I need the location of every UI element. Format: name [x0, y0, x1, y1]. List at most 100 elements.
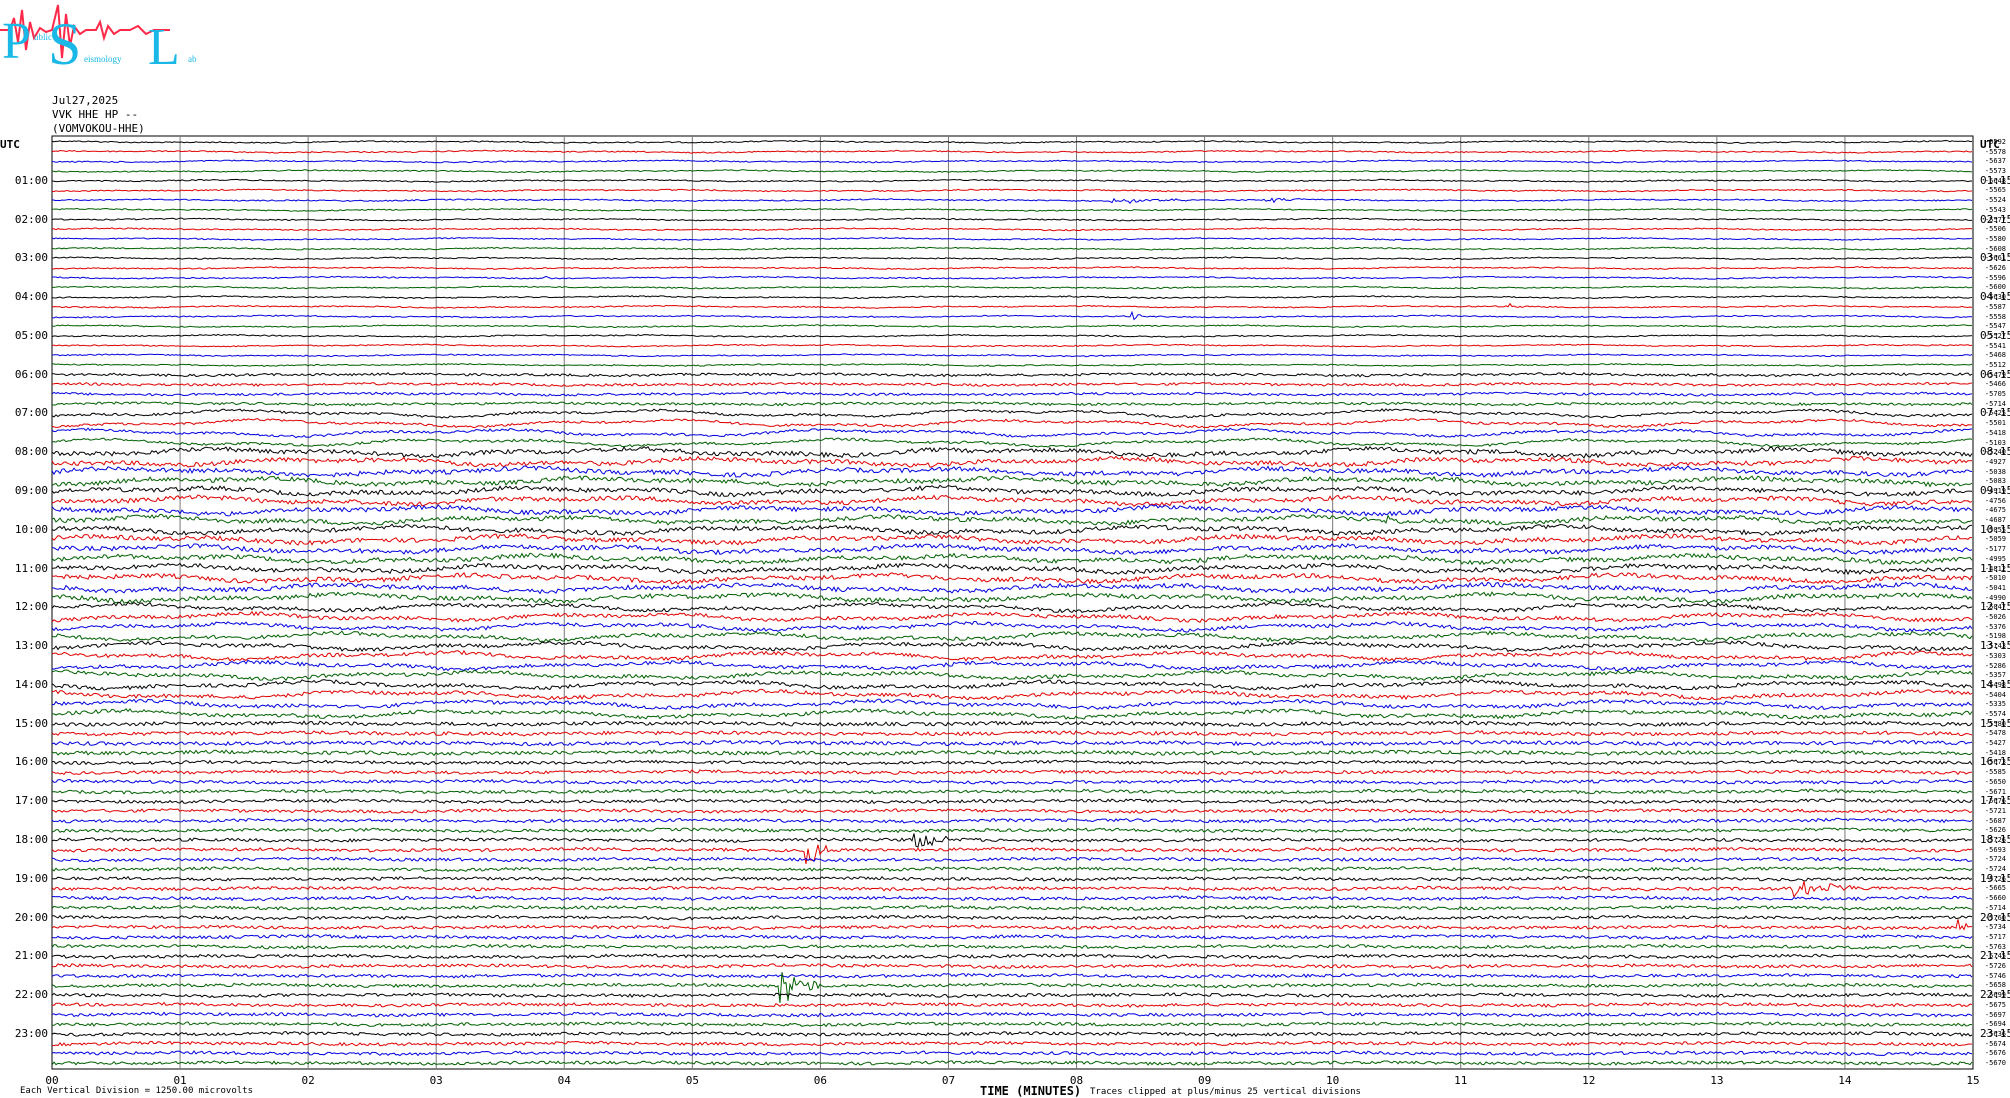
trace-line — [51, 465, 1973, 478]
hour-label-right: 09:15 — [1980, 484, 2010, 497]
trace-line — [51, 875, 1973, 882]
hour-label-left: 19:00 — [14, 871, 48, 885]
trace-mean-value: -5674 — [1984, 1039, 2006, 1048]
trace-mean-value: -5714 — [1984, 903, 2006, 912]
logo-seismogram-icon — [0, 4, 170, 59]
trace-mean-value: -5418 — [1984, 748, 2006, 757]
trace-line — [51, 343, 1973, 348]
trace-line — [51, 1021, 1973, 1028]
trace-line — [51, 149, 1973, 154]
x-tick-label: 14 — [1838, 1074, 1852, 1087]
hour-label-right: 08:15 — [1980, 445, 2010, 459]
trace-line — [51, 708, 1973, 720]
trace-line — [51, 381, 1973, 387]
trace-line — [51, 572, 1973, 585]
trace-line — [51, 601, 1973, 614]
hour-label-left: 11:00 — [14, 561, 48, 575]
trace-mean-value: -5498 — [1984, 680, 2006, 689]
trace-mean-value: -5558 — [1984, 312, 2006, 321]
trace-mean-value: -5687 — [1984, 816, 2006, 825]
header-station-name: (VOMVOKOU-HHE) — [52, 122, 145, 135]
trace-mean-value: -5745 — [1984, 952, 2006, 961]
trace-line — [51, 827, 1973, 834]
trace-line — [51, 798, 1973, 805]
hour-label-right: 04:15 — [1980, 290, 2010, 304]
trace-mean-value: -5580 — [1984, 234, 2006, 243]
trace-line — [51, 227, 1973, 232]
x-tick-label: 13 — [1710, 1074, 1724, 1087]
x-tick-label: 04 — [557, 1074, 571, 1087]
logo-letter-l: L — [148, 19, 180, 72]
trace-line — [51, 720, 1973, 727]
trace-line — [51, 169, 1973, 174]
trace-mean-value: -5478 — [1984, 729, 2006, 738]
trace-mean-value: -5512 — [1984, 360, 2006, 369]
trace-line — [51, 159, 1973, 164]
trace-line — [51, 649, 1973, 662]
trace-mean-value: -4919 — [1984, 487, 2006, 495]
trace-line — [51, 533, 1973, 546]
trace-mean-value: -5650 — [1984, 777, 2006, 786]
hour-label-right: 03:15 — [1980, 251, 2010, 265]
trace-line — [51, 246, 1973, 251]
trace-mean-value: -5573 — [1984, 167, 2006, 176]
trace-line — [51, 630, 1973, 643]
trace-mean-value: -4995 — [1984, 554, 2006, 563]
trace-mean-value: -4990 — [1984, 593, 2006, 602]
trace-mean-value: -5177 — [1984, 545, 2006, 554]
hour-label-left: 22:00 — [14, 988, 48, 1002]
trace-line — [51, 833, 1973, 848]
trace-mean-value: -5670 — [1984, 1059, 2006, 1067]
x-tick-label: 15 — [1966, 1074, 1980, 1087]
trace-line — [51, 778, 1973, 785]
trace-mean-value: -5693 — [1984, 845, 2006, 854]
trace-line — [51, 391, 1973, 397]
trace-line — [51, 963, 1973, 969]
trace-line — [52, 275, 1973, 280]
trace-mean-value: -5059 — [1984, 535, 2006, 544]
trace-mean-value: -5543 — [1984, 205, 2006, 214]
trace-line — [51, 363, 1973, 367]
trace-line — [51, 769, 1972, 776]
trace-mean-value: -5083 — [1984, 477, 2006, 486]
trace-mean-value: -5726 — [1984, 836, 2006, 845]
trace-mean-value: -5527 — [1984, 331, 2006, 340]
trace-mean-value: -5574 — [1984, 709, 2006, 718]
trace-line — [51, 856, 1973, 863]
trace-line — [51, 749, 1973, 757]
x-tick-label: 03 — [429, 1074, 443, 1087]
hour-label-left: 08:00 — [14, 445, 48, 459]
trace-mean-value: -5240 — [1984, 448, 2006, 457]
trace-line — [51, 552, 1973, 566]
trace-line — [51, 295, 1973, 300]
trace-mean-value: -5010 — [1984, 574, 2006, 583]
trace-mean-value: -5055 — [1984, 525, 2006, 534]
trace-line — [51, 933, 1973, 940]
trace-mean-value: -5705 — [1984, 390, 2006, 399]
trace-line — [51, 401, 1973, 407]
hour-label-left: 14:00 — [14, 677, 48, 691]
trace-line — [51, 943, 1973, 950]
right-utc-label: UTC — [1980, 138, 2000, 151]
trace-line — [51, 353, 1973, 358]
trace-line — [51, 237, 1973, 241]
trace-line — [51, 324, 1973, 329]
x-tick-label: 11 — [1454, 1074, 1468, 1087]
hour-label-left: 23:00 — [14, 1026, 48, 1040]
trace-mean-value: -5626 — [1984, 264, 2006, 273]
trace-line — [51, 866, 1973, 873]
trace-mean-value: -5418 — [1984, 428, 2006, 437]
header-station: VVK HHE HP -- — [52, 108, 139, 121]
trace-line — [51, 408, 1973, 419]
trace-line — [51, 788, 1973, 795]
trace-mean-value: -5547 — [1984, 322, 2006, 331]
trace-mean-value: -5335 — [1984, 700, 2006, 709]
trace-mean-value: -5676 — [1984, 1049, 2006, 1058]
trace-mean-value: -5661 — [1984, 254, 2006, 263]
trace-mean-value: -5760 — [1984, 913, 2006, 922]
trace-line — [51, 904, 1973, 911]
trace-mean-value: -5541 — [1984, 341, 2006, 350]
footer-vertical-division: Each Vertical Division = 1250.00 microvo… — [20, 1086, 253, 1096]
trace-mean-value: -4687 — [1984, 516, 2006, 525]
trace-mean-value: -5658 — [1984, 981, 2006, 990]
